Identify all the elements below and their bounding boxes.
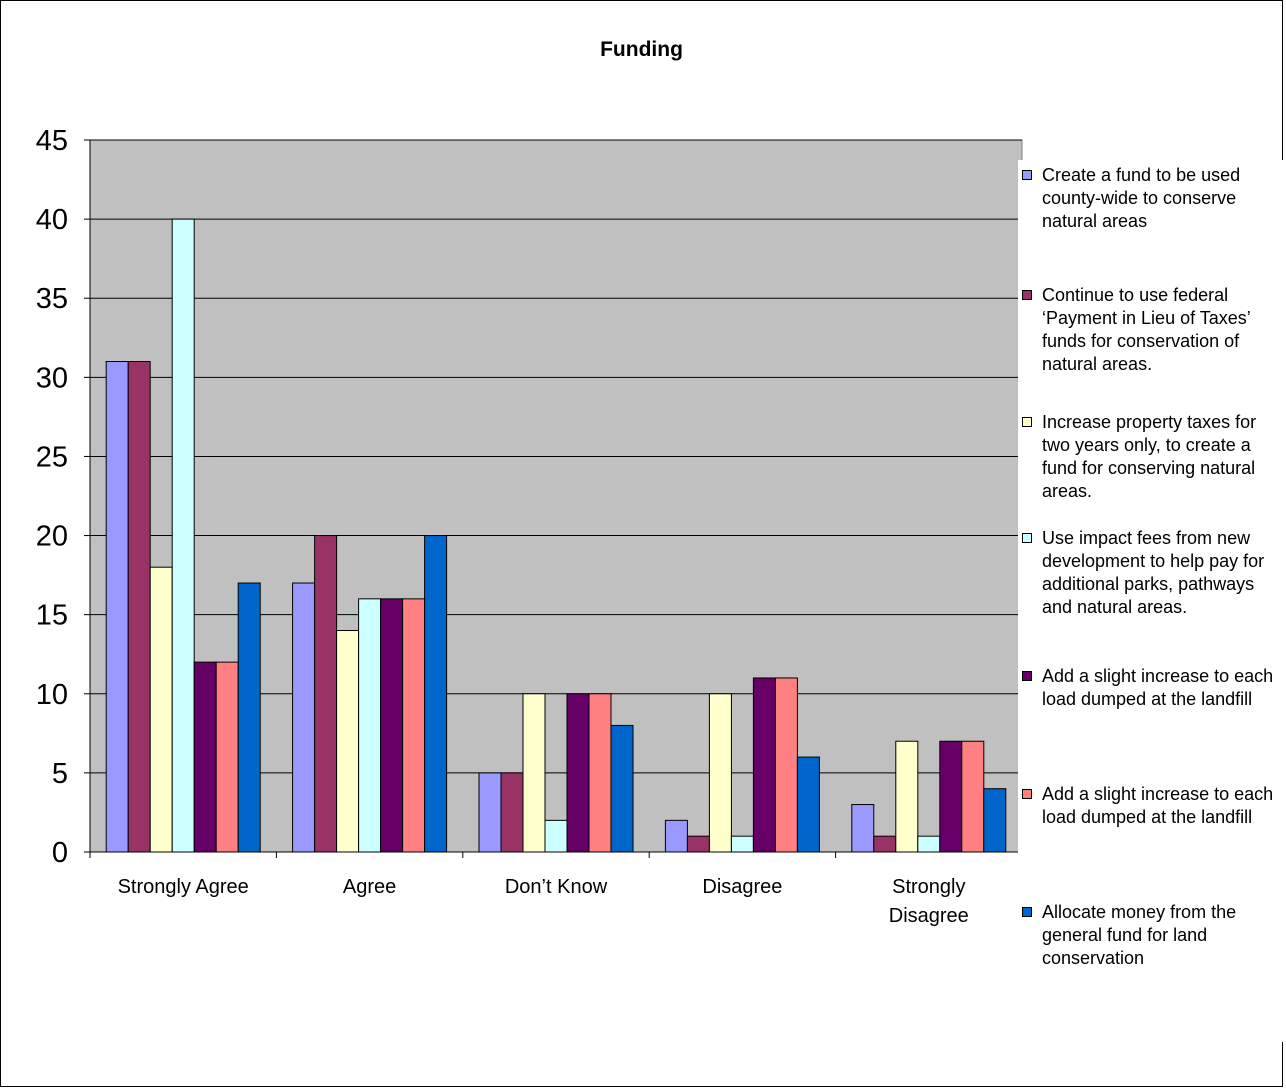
x-tick-label: Strongly [892,876,965,898]
legend-swatch [1022,170,1032,180]
y-tick-label: 0 [52,837,68,869]
x-tick-label: Disagree [702,876,782,898]
legend-label: Continue to use federal ‘Payment in Lieu… [1042,284,1286,376]
bar-5-disagree [753,678,775,852]
legend: Create a fund to be used county-wide to … [1018,160,1286,1042]
bar-6-agree [403,599,425,852]
x-tick-label: Disagree [889,905,969,927]
y-tick-label: 10 [36,679,68,711]
bar-2-strongly-disagree [874,836,896,852]
bar-4-disagree [731,836,753,852]
y-tick-label: 15 [36,600,68,632]
bar-2-agree [315,536,337,852]
legend-swatch [1022,417,1032,427]
bar-6-disagree [775,678,797,852]
legend-label: Allocate money from the general fund for… [1042,901,1286,970]
bar-5-agree [381,599,403,852]
y-tick-label: 25 [36,441,68,473]
bar-5-strongly-agree [194,662,216,852]
legend-swatch [1022,290,1032,300]
bar-4-strongly-disagree [918,836,940,852]
bar-6-strongly-disagree [962,741,984,852]
bar-6-don-t-know [589,694,611,852]
bar-7-strongly-disagree [984,789,1006,852]
bar-7-strongly-agree [238,583,260,852]
legend-swatch [1022,907,1032,917]
bar-5-strongly-disagree [940,741,962,852]
bar-1-disagree [665,820,687,852]
legend-label: Use impact fees from new development to … [1042,527,1286,619]
legend-swatch [1022,789,1032,799]
y-tick-label: 30 [36,362,68,394]
bar-2-strongly-agree [128,362,150,852]
bar-4-don-t-know [545,820,567,852]
bar-5-don-t-know [567,694,589,852]
bar-2-don-t-know [501,773,523,852]
bar-4-agree [359,599,381,852]
legend-label: Increase property taxes for two years on… [1042,411,1286,503]
bar-1-agree [293,583,315,852]
legend-swatch [1022,533,1032,543]
bar-1-don-t-know [479,773,501,852]
bar-3-agree [337,630,359,852]
x-tick-label: Strongly Agree [118,876,249,898]
bar-1-strongly-disagree [852,805,874,852]
bar-1-strongly-agree [106,362,128,852]
bar-4-strongly-agree [172,219,194,852]
y-tick-label: 45 [36,125,68,157]
y-tick-label: 35 [36,283,68,315]
bar-3-strongly-disagree [896,741,918,852]
y-tick-label: 40 [36,204,68,236]
legend-label: Create a fund to be used county-wide to … [1042,164,1286,233]
y-tick-label: 20 [36,521,68,553]
plot-area: 0 5 10 15 20 25 30 35 40 45 Strongly Agree Agree Don… [36,125,1022,927]
bar-3-disagree [709,694,731,852]
bar-2-disagree [687,836,709,852]
bar-7-disagree [797,757,819,852]
x-tick-label: Agree [343,876,396,898]
y-tick-label: 5 [52,758,68,790]
bar-6-strongly-agree [216,662,238,852]
bar-7-agree [425,536,447,852]
bar-7-don-t-know [611,725,633,852]
legend-label: Add a slight increase to each load dumpe… [1042,783,1286,829]
bar-3-don-t-know [523,694,545,852]
bar-3-strongly-agree [150,567,172,852]
legend-label: Add a slight increase to each load dumpe… [1042,665,1286,711]
x-tick-label: Don’t Know [505,876,608,898]
legend-swatch [1022,671,1032,681]
